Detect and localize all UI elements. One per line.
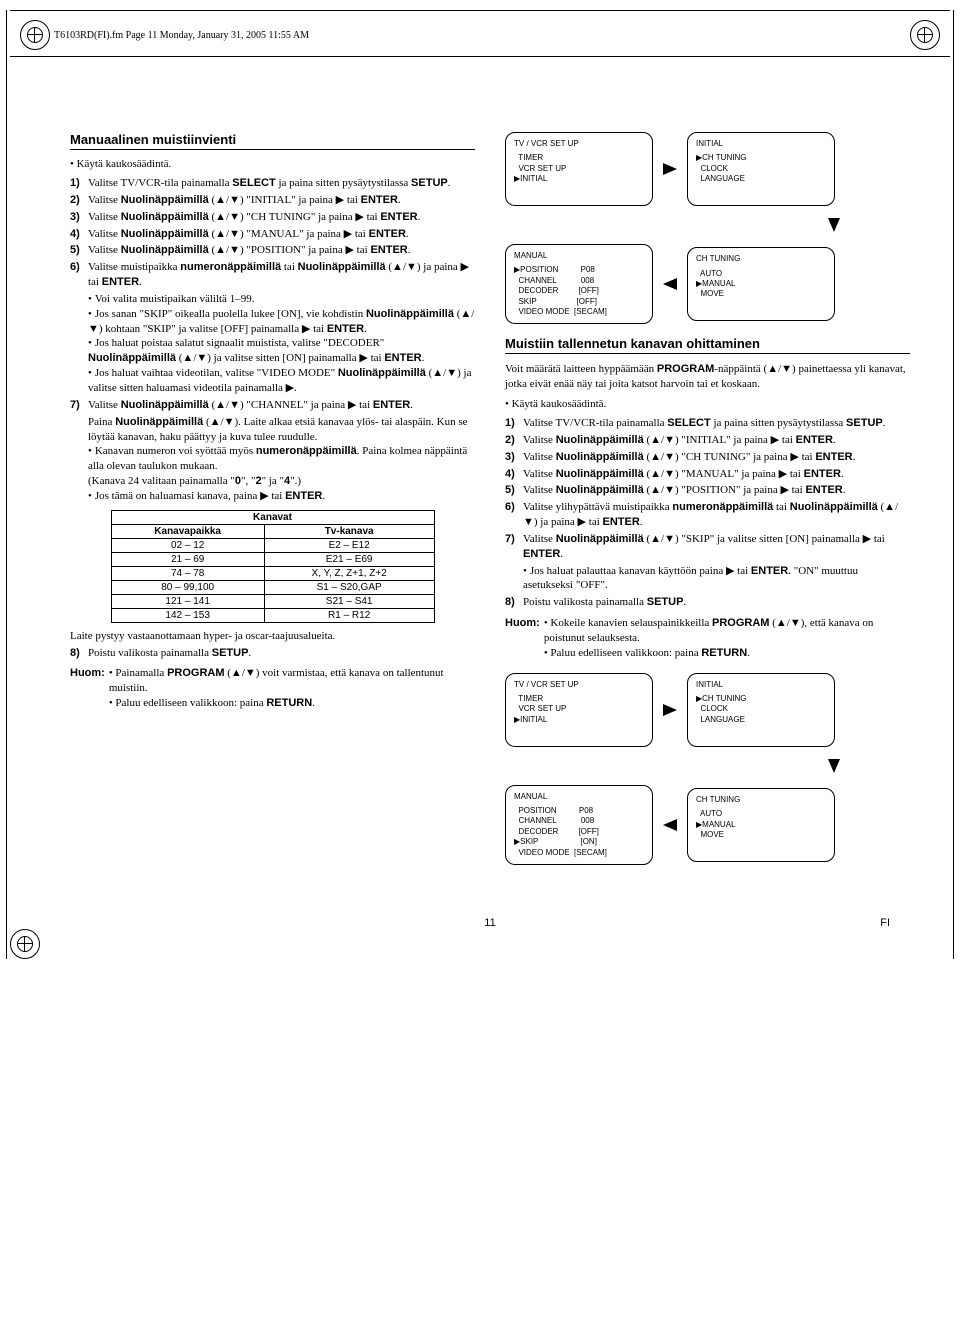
arrow-right-icon	[663, 704, 677, 716]
sub-note: Jos sanan "SKIP" oikealla puolella lukee…	[88, 307, 475, 337]
arrow-right-icon	[663, 163, 677, 175]
table-row: 21 – 69E21 – E69	[111, 552, 434, 566]
step-num: 2)	[70, 193, 88, 208]
arrow-left-icon	[663, 819, 677, 831]
step-body: Valitse Nuolinäppäimillä (▲/▼) "POSITION…	[523, 483, 910, 498]
step-num: 6)	[70, 260, 88, 275]
sub-note: Voi valita muistipaikan väliltä 1–99.	[88, 292, 475, 307]
step-body: Valitse ylihypättävä muistipaikka numero…	[523, 500, 910, 530]
step-num: 2)	[505, 433, 523, 448]
step-num: 3)	[505, 450, 523, 465]
note-label: Huom:	[70, 666, 105, 711]
sub-note: Jos haluat poistaa salatut signaalit mui…	[88, 336, 475, 366]
badge-icon	[20, 20, 50, 50]
page-footer: 11 FI	[70, 917, 910, 929]
channels-table: Kanavat Kanavapaikka Tv-kanava 02 – 12E2…	[111, 510, 435, 623]
left-column: Manuaalinen muistiinvienti Käytä kaukosä…	[70, 120, 475, 877]
step-num: 8)	[505, 595, 523, 610]
osd-box: CH TUNING AUTO ▶MANUAL MOVE	[687, 788, 835, 862]
step-body: Valitse Nuolinäppäimillä (▲/▼) "CHANNEL"…	[88, 398, 475, 413]
sub-note: Paina Nuolinäppäimillä (▲/▼). Laite alka…	[88, 415, 475, 445]
note-block: Huom: • Painamalla PROGRAM (▲/▼) voit va…	[70, 666, 475, 711]
note-body: • Kokeile kanavien selauspainikkeilla PR…	[544, 616, 910, 661]
badge-icon	[910, 20, 940, 50]
table-row: 142 – 153R1 – R12	[111, 608, 434, 622]
step-num: 5)	[70, 243, 88, 258]
step-num: 1)	[505, 416, 523, 431]
note-body: • Painamalla PROGRAM (▲/▼) voit varmista…	[109, 666, 475, 711]
arrow-down-icon	[828, 218, 840, 232]
step-body: Valitse Nuolinäppäimillä (▲/▼) "CH TUNIN…	[88, 210, 475, 225]
step-body: Valitse Nuolinäppäimillä (▲/▼) "MANUAL" …	[523, 467, 910, 482]
osd-box: INITIAL ▶CH TUNING CLOCK LANGUAGE	[687, 673, 835, 747]
table-row: 74 – 78X, Y, Z, Z+1, Z+2	[111, 566, 434, 580]
content-columns: Manuaalinen muistiinvienti Käytä kaukosä…	[70, 120, 910, 877]
osd-box: INITIAL ▶CH TUNING CLOCK LANGUAGE	[687, 132, 835, 206]
table-row: 121 – 141S21 – S41	[111, 594, 434, 608]
sub-note: Jos haluat vaihtaa videotilan, valitse "…	[88, 366, 475, 396]
table-row: 80 – 99,100S1 – S20,GAP	[111, 580, 434, 594]
step-body: Valitse Nuolinäppäimillä (▲/▼) "MANUAL" …	[88, 227, 475, 242]
table-header: Kanavapaikka	[111, 524, 264, 538]
table-row: 02 – 12E2 – E12	[111, 538, 434, 552]
step-num: 1)	[70, 176, 88, 191]
rule	[6, 10, 7, 959]
page-number: 11	[130, 917, 850, 929]
after-table-note: Laite pystyy vastaanottamaan hyper- ja o…	[70, 629, 475, 644]
step-body: Valitse Nuolinäppäimillä (▲/▼) "INITIAL"…	[88, 193, 475, 208]
section-heading: Muistiin tallennetun kanavan ohittaminen	[505, 336, 910, 354]
table-title: Kanavat	[111, 510, 434, 524]
osd-row: TV / VCR SET UP TIMER VCR SET UP ▶INITIA…	[505, 673, 910, 747]
right-column: TV / VCR SET UP TIMER VCR SET UP ▶INITIA…	[505, 120, 910, 877]
intro-text: Voit määrätä laitteen hyppäämään PROGRAM…	[505, 362, 910, 392]
osd-box: TV / VCR SET UP TIMER VCR SET UP ▶INITIA…	[505, 673, 653, 747]
osd-row: MANUAL ▶POSITION P08 CHANNEL 008 DECODER…	[505, 244, 910, 324]
osd-row: MANUAL POSITION P08 CHANNEL 008 DECODER …	[505, 785, 910, 865]
header-badge: T6103RD(FI).fm Page 11 Monday, January 3…	[20, 20, 309, 50]
page: T6103RD(FI).fm Page 11 Monday, January 3…	[0, 0, 960, 969]
step-body: Valitse muistipaikka numeronäppäimillä t…	[88, 260, 475, 290]
step-body: Valitse Nuolinäppäimillä (▲/▼) "SKIP" ja…	[523, 532, 910, 562]
step-body: Valitse Nuolinäppäimillä (▲/▼) "CH TUNIN…	[523, 450, 910, 465]
arrow-down-wrap	[505, 218, 910, 232]
rule	[953, 10, 954, 959]
osd-row: TV / VCR SET UP TIMER VCR SET UP ▶INITIA…	[505, 132, 910, 206]
step-num: 6)	[505, 500, 523, 515]
note-block: Huom: • Kokeile kanavien selauspainikkei…	[505, 616, 910, 661]
header-text: T6103RD(FI).fm Page 11 Monday, January 3…	[54, 30, 309, 41]
intro-text: Käytä kaukosäädintä.	[70, 158, 475, 170]
intro-text: Käytä kaukosäädintä.	[505, 398, 910, 410]
step-num: 4)	[70, 227, 88, 242]
step-body: Poistu valikosta painamalla SETUP.	[88, 646, 475, 661]
step-num: 7)	[505, 532, 523, 547]
step-num: 8)	[70, 646, 88, 661]
page-lang: FI	[850, 917, 890, 929]
sub-note: Jos tämä on haluamasi kanava, paina ▶ ta…	[88, 489, 475, 504]
section-heading: Manuaalinen muistiinvienti	[70, 132, 475, 150]
sub-note: (Kanava 24 valitaan painamalla "0", "2" …	[88, 474, 475, 489]
step-body: Valitse Nuolinäppäimillä (▲/▼) "INITIAL"…	[523, 433, 910, 448]
step-num: 4)	[505, 467, 523, 482]
badge-icon	[10, 929, 40, 959]
osd-box: MANUAL POSITION P08 CHANNEL 008 DECODER …	[505, 785, 653, 865]
step-num: 5)	[505, 483, 523, 498]
osd-box: CH TUNING AUTO ▶MANUAL MOVE	[687, 247, 835, 321]
arrow-left-icon	[663, 278, 677, 290]
osd-box: TV / VCR SET UP TIMER VCR SET UP ▶INITIA…	[505, 132, 653, 206]
arrow-down-icon	[828, 759, 840, 773]
step-body: Valitse Nuolinäppäimillä (▲/▼) "POSITION…	[88, 243, 475, 258]
osd-box: MANUAL ▶POSITION P08 CHANNEL 008 DECODER…	[505, 244, 653, 324]
rule	[10, 56, 950, 57]
sub-note: Kanavan numeron voi syöttää myös numeron…	[88, 444, 475, 474]
step-body: Valitse TV/VCR-tila painamalla SELECT ja…	[523, 416, 910, 431]
arrow-down-wrap	[505, 759, 910, 773]
step-num: 7)	[70, 398, 88, 413]
sub-note: Jos haluat palauttaa kanavan käyttöön pa…	[523, 564, 910, 594]
table-header: Tv-kanava	[264, 524, 434, 538]
step-num: 3)	[70, 210, 88, 225]
rule	[10, 10, 950, 11]
step-body: Poistu valikosta painamalla SETUP.	[523, 595, 910, 610]
step-body: Valitse TV/VCR-tila painamalla SELECT ja…	[88, 176, 475, 191]
note-label: Huom:	[505, 616, 540, 661]
